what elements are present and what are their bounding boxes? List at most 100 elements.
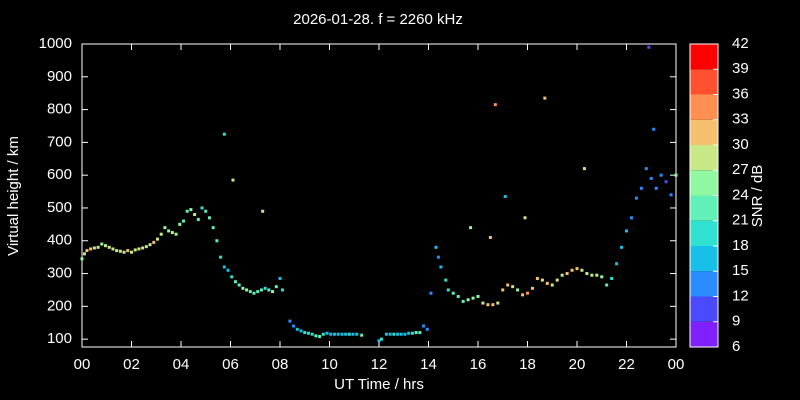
x-tick-label: 18: [519, 356, 536, 373]
x-tick-label: 06: [222, 356, 239, 373]
colorbar-label: SNR / dB: [749, 165, 766, 228]
point: [107, 245, 111, 249]
point: [280, 288, 284, 292]
point: [248, 290, 252, 294]
point: [600, 275, 604, 279]
point: [486, 303, 490, 307]
point: [122, 250, 126, 254]
x-tick-label: 12: [371, 356, 388, 373]
point: [155, 237, 159, 241]
point: [295, 327, 299, 331]
point: [259, 288, 263, 292]
point: [555, 278, 559, 282]
point: [506, 283, 510, 287]
y-tick-label: 300: [47, 265, 72, 282]
point: [461, 299, 465, 303]
point: [226, 268, 230, 272]
point: [625, 229, 628, 233]
point: [523, 216, 527, 220]
point: [605, 283, 609, 287]
point: [314, 334, 318, 338]
point: [233, 280, 237, 284]
point: [189, 208, 193, 212]
colorbar-tick-label: 6: [732, 338, 740, 355]
colorbar-swatch: [690, 94, 718, 120]
point: [245, 288, 249, 292]
y-tick-label: 800: [47, 101, 72, 118]
colorbar-swatch: [690, 220, 718, 246]
point: [347, 332, 351, 336]
point: [288, 319, 292, 323]
point: [193, 213, 197, 217]
y-tick-label: 200: [47, 297, 72, 314]
point: [388, 332, 392, 336]
point: [130, 250, 133, 254]
point: [481, 301, 485, 305]
point: [344, 332, 348, 336]
point: [501, 288, 505, 292]
x-tick-label: 04: [173, 356, 190, 373]
point: [429, 291, 433, 295]
point: [570, 268, 574, 272]
point: [230, 275, 234, 279]
point: [222, 132, 226, 136]
colorbar-tick-label: 30: [732, 136, 749, 153]
colorbar-tick-label: 24: [732, 186, 749, 203]
point: [379, 337, 383, 341]
x-axis-label: UT Time / hrs: [334, 376, 424, 393]
point: [85, 249, 89, 253]
point: [659, 173, 663, 177]
colorbar-tick-label: 42: [732, 35, 749, 52]
point: [219, 255, 223, 259]
x-tick-label: 00: [74, 356, 91, 373]
colorbar-swatch: [690, 119, 718, 145]
point: [580, 268, 584, 272]
point: [204, 209, 208, 213]
point: [310, 332, 314, 336]
point: [674, 173, 678, 177]
x-tick-label: 14: [420, 356, 437, 373]
point: [111, 247, 115, 251]
point: [654, 186, 658, 190]
point: [610, 276, 614, 280]
point: [595, 273, 599, 277]
colorbar-swatch: [690, 145, 718, 171]
point: [80, 257, 84, 261]
point: [200, 206, 204, 210]
point: [170, 231, 174, 235]
point: [649, 176, 653, 180]
point: [392, 332, 396, 336]
point: [585, 272, 589, 276]
point: [436, 255, 440, 259]
colorbar-swatch: [690, 271, 718, 297]
point: [565, 272, 569, 276]
point: [422, 324, 426, 328]
point: [256, 290, 260, 294]
point: [261, 209, 265, 213]
point: [615, 262, 619, 266]
point: [185, 209, 189, 213]
point: [336, 332, 340, 336]
point: [329, 332, 333, 336]
point: [252, 291, 256, 295]
point: [141, 246, 145, 250]
point: [92, 246, 96, 250]
point: [620, 245, 624, 249]
point: [540, 278, 544, 282]
point: [96, 245, 100, 249]
point: [634, 196, 638, 200]
point: [207, 216, 211, 220]
point: [476, 295, 480, 298]
x-tick-label: 22: [618, 356, 635, 373]
y-tick-label: 100: [47, 330, 72, 347]
point: [303, 331, 307, 335]
point: [414, 331, 418, 335]
point: [418, 331, 422, 335]
colorbar-swatch: [690, 170, 718, 196]
point: [115, 249, 119, 253]
point: [639, 186, 643, 190]
colorbar-tick-label: 33: [732, 111, 749, 128]
point: [340, 332, 344, 336]
x-tick-label: 10: [321, 356, 338, 373]
